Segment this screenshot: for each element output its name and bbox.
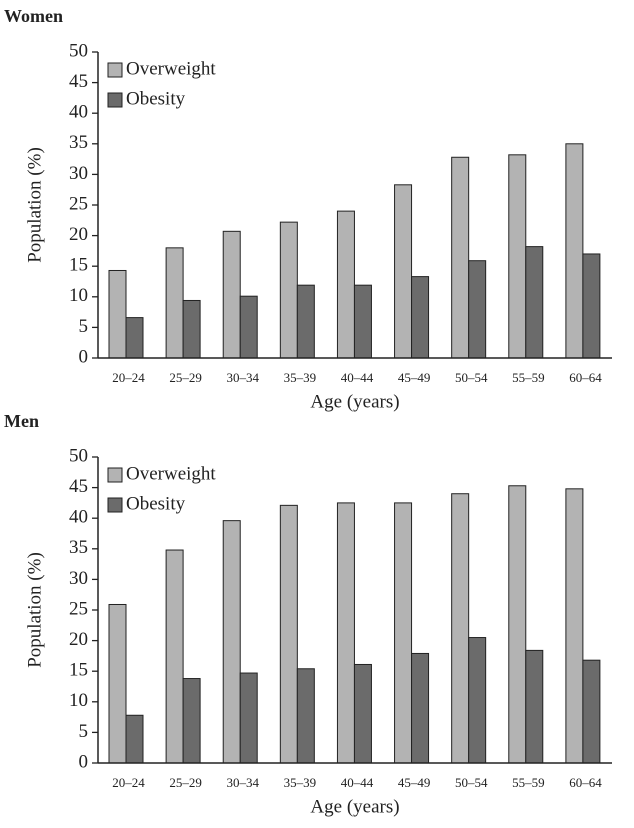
bar <box>165 247 184 359</box>
bar <box>582 253 601 359</box>
bar <box>239 295 258 359</box>
y-tick-label: 45 <box>69 71 88 92</box>
x-tick-label: 50–54 <box>455 370 488 385</box>
bar <box>525 246 544 359</box>
y-tick-label: 40 <box>69 507 88 528</box>
legend-swatch <box>107 62 123 78</box>
x-tick-label: 35–39 <box>284 775 317 790</box>
bar <box>336 502 355 764</box>
y-tick-label: 30 <box>69 163 88 184</box>
legend-label: Overweight <box>126 58 216 79</box>
bar <box>182 299 201 359</box>
bar <box>468 260 487 359</box>
bar <box>279 504 298 764</box>
y-tick-label: 25 <box>69 598 88 619</box>
x-tick-label: 60–64 <box>569 370 602 385</box>
y-axis-label: Population (%) <box>24 552 45 668</box>
bar <box>411 652 430 764</box>
y-tick-label: 15 <box>69 255 88 276</box>
bar <box>279 221 298 359</box>
y-tick-label: 20 <box>69 224 88 245</box>
x-axis-label: Age (years) <box>310 391 399 412</box>
x-tick-label: 20–24 <box>112 370 145 385</box>
y-tick-label: 0 <box>79 346 89 367</box>
legend-label: Overweight <box>126 463 216 484</box>
x-tick-label: 45–49 <box>398 775 431 790</box>
bar <box>508 485 527 764</box>
x-tick-label: 55–59 <box>512 370 545 385</box>
y-tick-label: 20 <box>69 629 88 650</box>
bar <box>108 269 127 359</box>
legend-swatch <box>107 92 123 108</box>
y-tick-label: 50 <box>69 40 88 61</box>
y-tick-label: 40 <box>69 102 88 123</box>
bar <box>565 143 584 359</box>
y-axis-label: Population (%) <box>24 147 45 263</box>
bar <box>239 672 258 764</box>
x-tick-label: 20–24 <box>112 775 145 790</box>
bar <box>108 603 127 764</box>
y-tick-label: 35 <box>69 537 88 558</box>
y-tick-label: 0 <box>79 751 89 772</box>
y-tick-label: 10 <box>69 285 88 306</box>
bar <box>125 714 144 764</box>
bar <box>411 276 430 359</box>
bar <box>508 154 527 359</box>
bar <box>451 156 470 359</box>
bar <box>296 668 315 764</box>
x-tick-label: 30–34 <box>227 370 260 385</box>
y-tick-label: 45 <box>69 476 88 497</box>
bar <box>394 184 413 359</box>
x-tick-label: 45–49 <box>398 370 431 385</box>
legend-label: Obesity <box>126 88 186 109</box>
bar <box>582 659 601 764</box>
bar <box>336 210 355 359</box>
bar <box>125 317 144 359</box>
x-tick-label: 25–29 <box>169 370 202 385</box>
legend-swatch <box>107 497 123 513</box>
bar <box>296 284 315 359</box>
bar <box>525 649 544 764</box>
bar <box>165 549 184 764</box>
y-tick-label: 30 <box>69 568 88 589</box>
y-tick-label: 10 <box>69 690 88 711</box>
bar <box>182 678 201 764</box>
bar <box>468 637 487 764</box>
chart-title: Men <box>4 411 39 431</box>
x-tick-label: 60–64 <box>569 775 602 790</box>
bar <box>394 502 413 764</box>
x-tick-label: 25–29 <box>169 775 202 790</box>
bar <box>451 493 470 764</box>
bar <box>353 663 372 764</box>
y-tick-label: 25 <box>69 193 88 214</box>
x-tick-label: 40–44 <box>341 775 374 790</box>
y-tick-label: 35 <box>69 132 88 153</box>
x-tick-label: 40–44 <box>341 370 374 385</box>
bar <box>222 520 241 764</box>
x-tick-label: 50–54 <box>455 775 488 790</box>
y-tick-label: 5 <box>79 316 89 337</box>
x-tick-label: 55–59 <box>512 775 545 790</box>
y-tick-label: 50 <box>69 445 88 466</box>
x-tick-label: 35–39 <box>284 370 317 385</box>
x-axis-label: Age (years) <box>310 796 399 817</box>
bar <box>222 230 241 359</box>
bar <box>353 284 372 359</box>
bar <box>565 488 584 764</box>
x-tick-label: 30–34 <box>227 775 260 790</box>
legend-swatch <box>107 467 123 483</box>
chart-title: Women <box>4 6 63 26</box>
y-tick-label: 15 <box>69 660 88 681</box>
legend-label: Obesity <box>126 493 186 514</box>
y-tick-label: 5 <box>79 721 89 742</box>
